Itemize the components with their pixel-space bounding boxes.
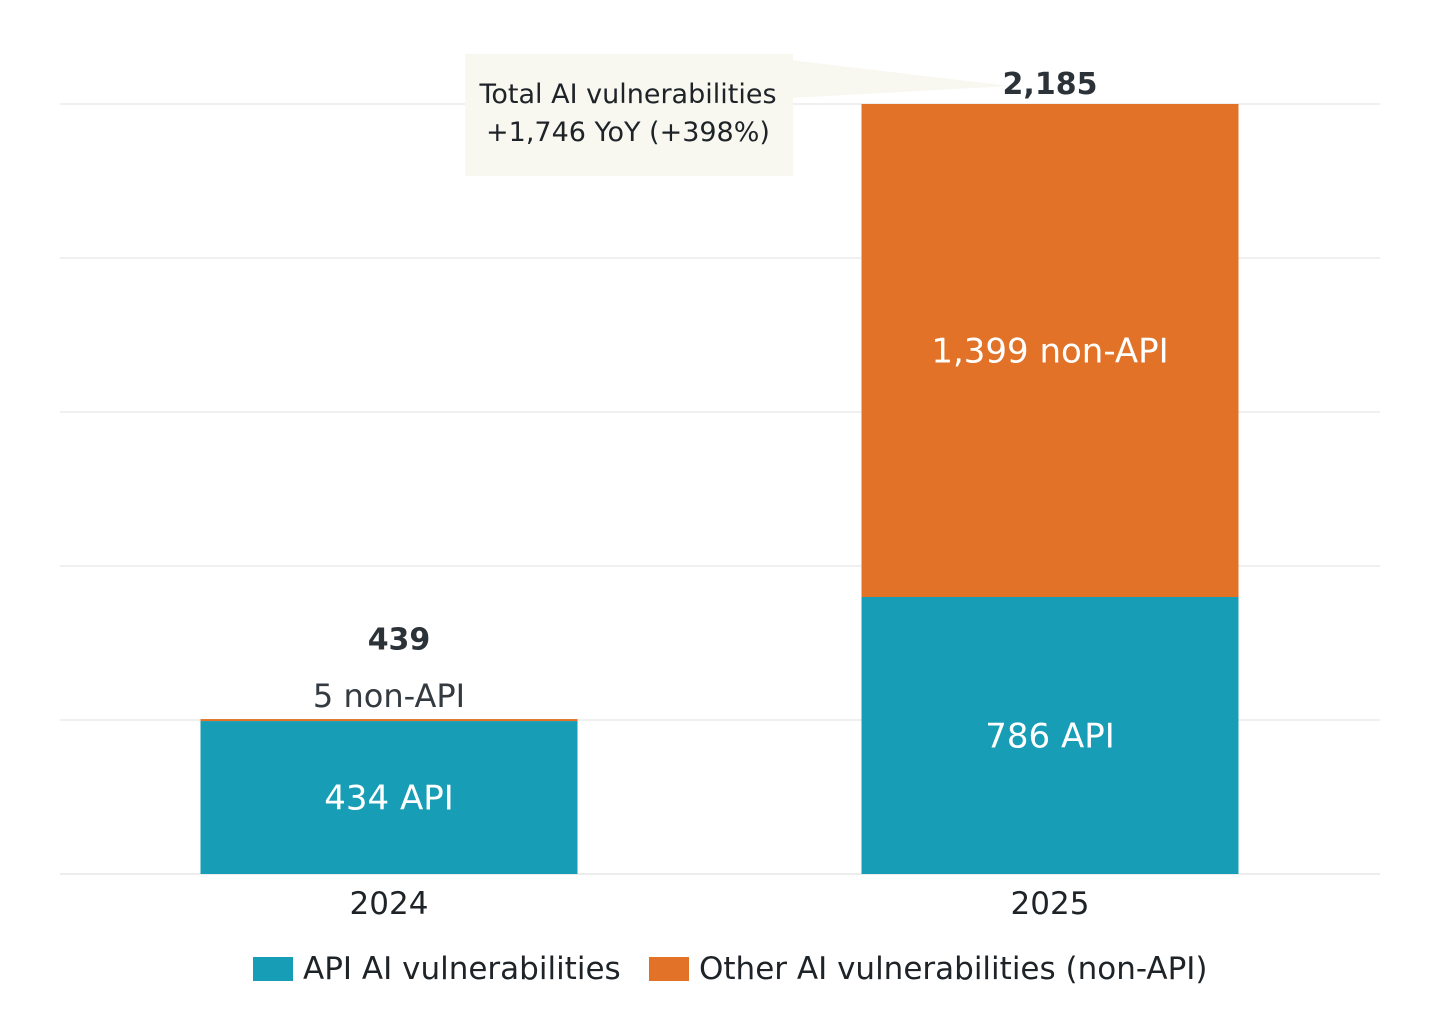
callout-line-1: Total AI vulnerabilities [478, 79, 776, 110]
legend-swatch-api [253, 957, 293, 981]
callout-pointer [790, 60, 1010, 98]
bar-labels: 434 API 5 non-API 439 786 API 1,399 non-API 2… [313, 67, 1169, 819]
bar-value-label: 5 non-API [313, 677, 465, 715]
x-axis: 2024 2025 [350, 886, 1090, 922]
callout-box [465, 54, 793, 176]
bar-value-label: 786 API [985, 717, 1115, 757]
bar-value-label: 1,399 non-API [931, 332, 1168, 372]
legend: API AI vulnerabilities Other AI vulnerab… [253, 951, 1208, 987]
bar-segment-api-2024 [200, 721, 578, 874]
bar-total-label: 439 [368, 622, 431, 657]
legend-label-non-api: Other AI vulnerabilities (non-API) [699, 951, 1208, 987]
bar-segment-non-api-2025 [861, 104, 1239, 598]
callout-line-2: +1,746 YoY (+398%) [486, 117, 770, 148]
bar-value-label: 434 API [324, 779, 454, 819]
x-tick-label: 2024 [350, 886, 429, 922]
legend-label-api: API AI vulnerabilities [303, 951, 621, 987]
annotation-callout: Total AI vulnerabilities +1,746 YoY (+39… [465, 54, 1010, 176]
bar-segment-non-api-2024 [200, 719, 578, 722]
legend-swatch-non-api [649, 957, 689, 981]
bar-total-label: 2,185 [1003, 67, 1098, 102]
bars [200, 104, 1239, 874]
bar-segment-api-2025 [861, 597, 1239, 874]
x-tick-label: 2025 [1011, 886, 1090, 922]
